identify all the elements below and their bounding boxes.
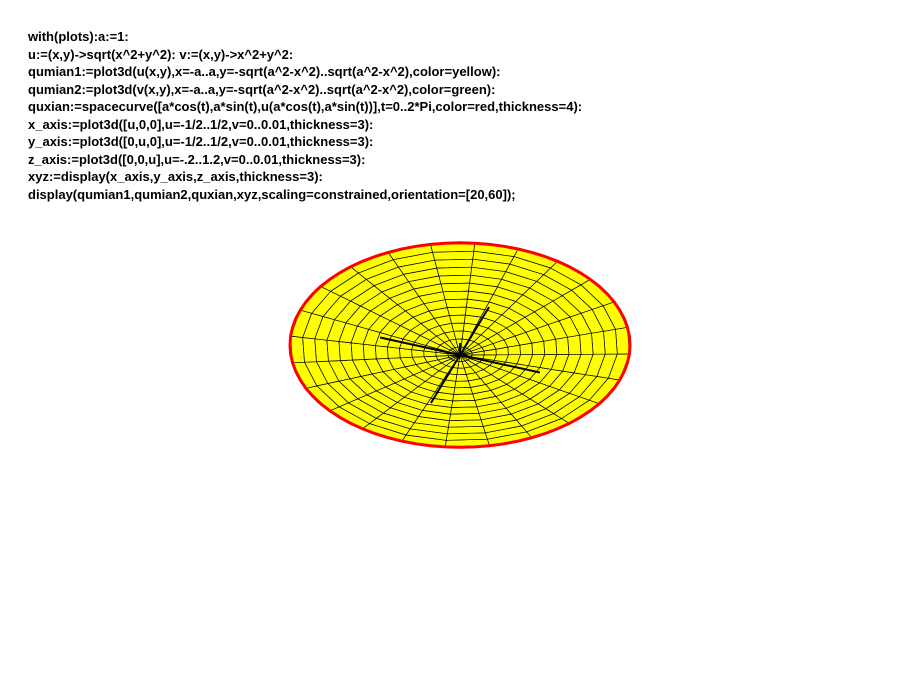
- code-line: quxian:=spacecurve([a*cos(t),a*sin(t),u(…: [28, 99, 582, 114]
- maple-code-block: with(plots):a:=1: u:=(x,y)->sqrt(x^2+y^2…: [0, 0, 920, 203]
- code-line: x_axis:=plot3d([u,0,0],u=-1/2..1/2,v=0..…: [28, 117, 373, 132]
- code-line: qumian1:=plot3d(u(x,y),x=-a..a,y=-sqrt(a…: [28, 64, 500, 79]
- plot-output: [0, 225, 920, 690]
- code-line: y_axis:=plot3d([0,u,0],u=-1/2..1/2,v=0..…: [28, 134, 373, 149]
- code-line: xyz:=display(x_axis,y_axis,z_axis,thickn…: [28, 169, 323, 184]
- code-line: with(plots):a:=1:: [28, 29, 129, 44]
- code-line: qumian2:=plot3d(v(x,y),x=-a..a,y=-sqrt(a…: [28, 82, 495, 97]
- code-line: z_axis:=plot3d([0,0,u],u=-.2..1.2,v=0..0…: [28, 152, 365, 167]
- surface-plot: [200, 225, 720, 645]
- code-line: display(qumian1,qumian2,quxian,xyz,scali…: [28, 187, 516, 202]
- code-line: u:=(x,y)->sqrt(x^2+y^2): v:=(x,y)->x^2+y…: [28, 47, 293, 62]
